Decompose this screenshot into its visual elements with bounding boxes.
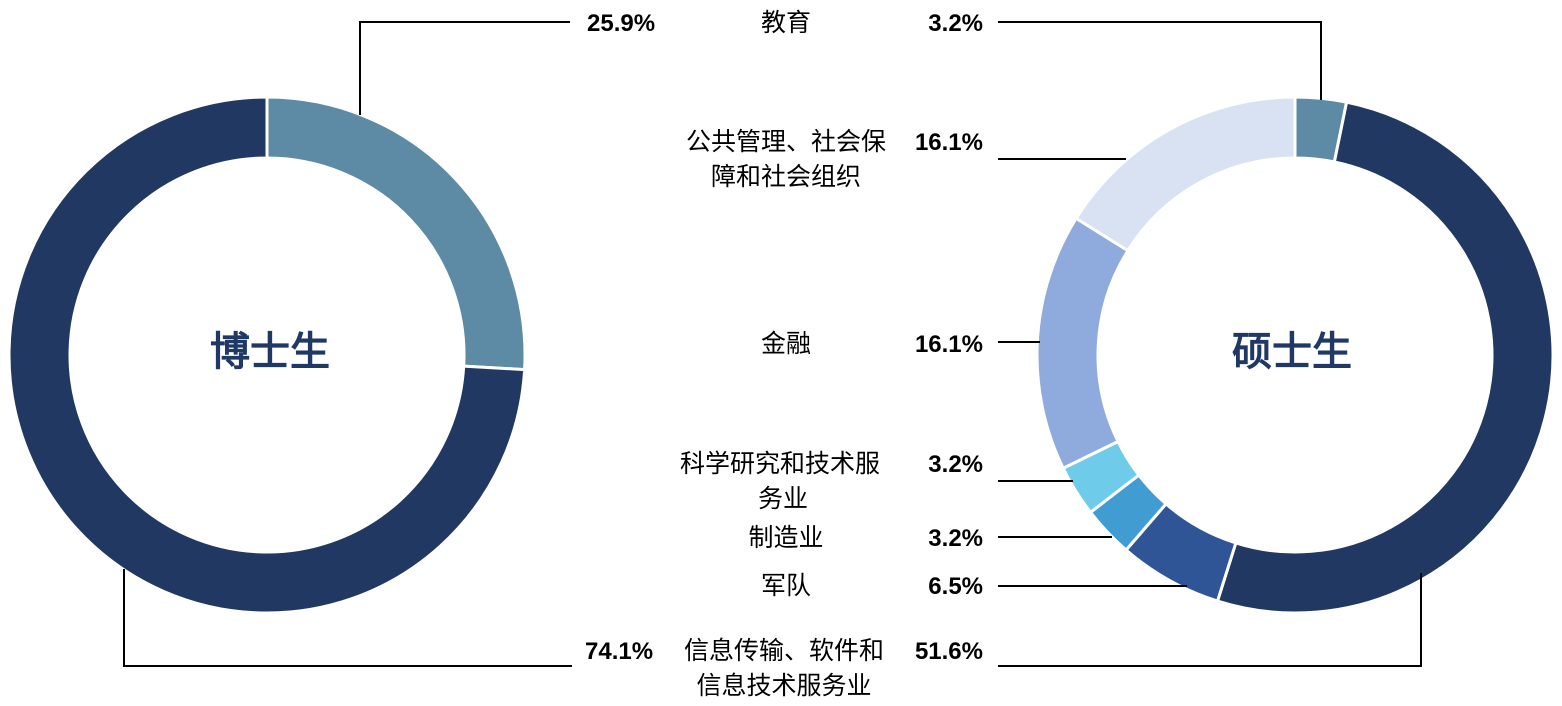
master-slice-pub xyxy=(1074,95,1297,253)
category-label-pub-line2: 障和社会组织 xyxy=(711,162,861,191)
category-label-mil: 军队 xyxy=(761,571,811,600)
master-mil-pct: 6.5% xyxy=(928,573,983,600)
category-label-sci-line2: 务业 xyxy=(758,484,808,513)
phd-donut-title: 博士生 xyxy=(210,329,330,375)
phd-edu-pct: 25.9% xyxy=(587,10,655,37)
master-sci-pct: 3.2% xyxy=(928,451,983,478)
master-donut xyxy=(1035,95,1555,615)
category-label-info-line2: 信息技术服务业 xyxy=(696,671,871,700)
master-edu-pct: 3.2% xyxy=(928,10,983,37)
master-info-pct: 51.6% xyxy=(915,638,983,665)
leader-phd-info xyxy=(123,569,572,667)
phd-slice-info xyxy=(7,95,527,615)
master-slice-info xyxy=(1216,100,1555,615)
leader-lines xyxy=(123,21,1422,667)
category-label-fin: 金融 xyxy=(761,329,811,358)
category-label-edu: 教育 xyxy=(761,8,811,37)
leader-master-info xyxy=(998,573,1422,667)
leader-phd-edu xyxy=(359,21,570,115)
category-label-sci-line1: 科学研究和技术服 xyxy=(680,449,880,478)
leader-master-edu xyxy=(998,21,1322,100)
category-label-info-line1: 信息传输、软件和 xyxy=(684,636,884,665)
master-pub-pct: 16.1% xyxy=(915,129,983,156)
category-label-mfg: 制造业 xyxy=(748,523,823,552)
master-fin-pct: 16.1% xyxy=(915,331,983,358)
phd-info-pct: 74.1% xyxy=(585,638,653,665)
category-label-pub-line1: 公共管理、社会保 xyxy=(686,127,886,156)
phd-donut xyxy=(7,95,527,615)
master-slice-fin xyxy=(1035,216,1130,470)
master-mfg-pct: 3.2% xyxy=(928,525,983,552)
master-donut-title: 硕士生 xyxy=(1232,329,1352,375)
